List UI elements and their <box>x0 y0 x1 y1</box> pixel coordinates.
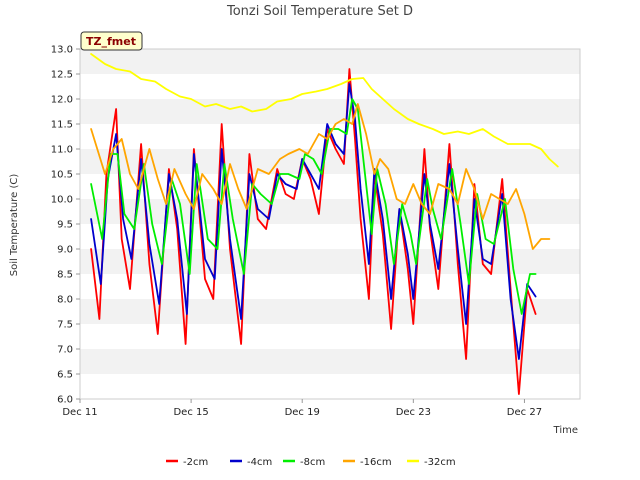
x-tick-label: Dec 19 <box>285 407 320 418</box>
y-tick-label: 6.0 <box>57 395 73 406</box>
legend-item: -16cm <box>343 457 392 468</box>
grid-band <box>80 349 580 374</box>
grid-band <box>80 149 580 174</box>
y-tick-label: 12.5 <box>51 70 73 81</box>
site-label-background <box>80 31 143 51</box>
y-tick-label: 13.0 <box>51 45 73 56</box>
y-tick-label: 8.5 <box>57 270 73 281</box>
legend-label: -4cm <box>247 457 272 468</box>
x-tick-label: Dec 27 <box>507 407 542 418</box>
site-label: TZ_fmet <box>86 35 136 48</box>
series-line-8cmcm <box>90 98 537 315</box>
y-tick-label: 9.0 <box>57 245 73 256</box>
legend-item: -32cm <box>407 457 456 468</box>
y-tick-label: 9.5 <box>57 220 73 231</box>
grid-bands <box>80 49 580 374</box>
series-line-16cmcm <box>90 103 551 250</box>
y-tick-label: 11.0 <box>51 145 73 156</box>
legend-label: -32cm <box>424 457 456 468</box>
x-tick-label: Dec 11 <box>62 407 97 418</box>
legend-label: -2cm <box>183 457 208 468</box>
y-tick-label: 6.5 <box>57 370 73 381</box>
series-line-32cmcm <box>90 53 559 168</box>
x-tick-label: Dec 15 <box>173 407 208 418</box>
legend-item: -8cm <box>283 457 325 468</box>
legend-item: -2cm <box>166 457 208 468</box>
y-tick-label: 11.5 <box>51 120 73 131</box>
y-tick-label: 10.5 <box>51 170 73 181</box>
x-tick-label: Dec 23 <box>396 407 431 418</box>
series-layer <box>90 53 559 395</box>
x-axis-ticks: Dec 11 Dec 15 Dec 19 Dec 23 Dec 27 <box>62 399 542 418</box>
y-tick-label: 7.5 <box>57 320 73 331</box>
x-axis-title: Time <box>553 425 578 436</box>
y-axis-ticks: 6.0 6.5 7.0 7.5 8.0 8.5 9.0 9.5 10.0 10.5 11.0 11.5… <box>51 45 80 406</box>
grid-band <box>80 249 580 274</box>
chart-title: Tonzi Soil Temperature Set D <box>226 4 413 19</box>
y-tick-label: 8.0 <box>57 295 73 306</box>
legend-label: -16cm <box>360 457 392 468</box>
y-tick-label: 10.0 <box>51 195 73 206</box>
y-tick-label: 12.0 <box>51 95 73 106</box>
grid-band <box>80 49 580 74</box>
grid-band <box>80 99 580 124</box>
site-label-box: TZ_fmet <box>80 31 143 51</box>
y-axis-title: Soil Temperature (C) <box>9 174 20 277</box>
y-tick-label: 7.0 <box>57 345 73 356</box>
grid-band <box>80 299 580 324</box>
legend: -2cm -4cm -8cm -16cm -32cm <box>166 457 456 468</box>
legend-label: -8cm <box>300 457 325 468</box>
legend-item: -4cm <box>230 457 272 468</box>
